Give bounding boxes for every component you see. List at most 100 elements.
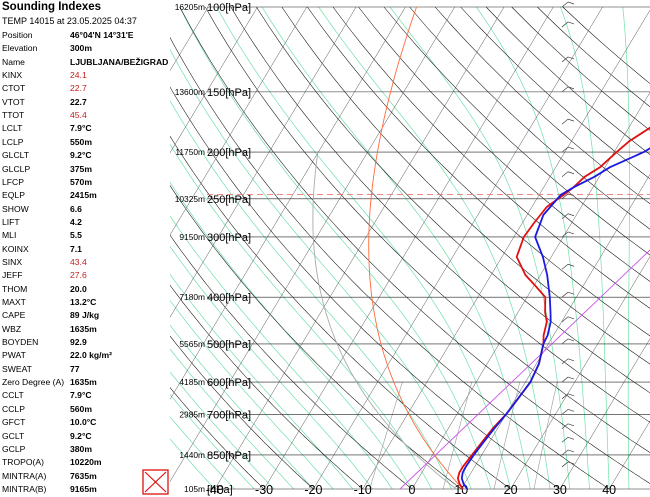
pressure-label: [hPa] [207, 484, 233, 496]
isotherm [411, 91, 650, 490]
index-value: 46°04'N 14°31'E [70, 30, 134, 40]
wind-barb [561, 376, 569, 383]
index-key: BOYDEN [2, 337, 39, 348]
wind-barb [567, 376, 575, 380]
index-key: THOM [2, 283, 28, 294]
index-value: LJUBLJANA/BEŽIGRAD [70, 56, 169, 67]
height-label: 2985m [179, 409, 205, 419]
index-key: Zero Degree (A) [2, 377, 65, 388]
index-key: VTOT [2, 96, 25, 107]
index-row: Zero Degree (A) 1635m [2, 377, 170, 390]
dry-adiabat [281, 6, 650, 365]
index-row: Name LJUBLJANA/BEŽIGRAD [2, 57, 170, 70]
dry-adiabat [256, 6, 650, 394]
index-row: BOYDEN 92.9 [2, 337, 170, 350]
wind-barb [567, 1, 575, 5]
mixing-ratio-line [493, 382, 521, 490]
wind-barb [561, 409, 569, 415]
mixing-ratio-line [369, 382, 403, 490]
x-tick-label: 20 [504, 483, 518, 497]
pressure-label: 700[hPa] [207, 409, 251, 421]
index-key: GFCT [2, 417, 26, 428]
index-value: 7.1 [70, 243, 82, 254]
pressure-label: 400[hPa] [207, 292, 251, 304]
dry-adiabat [230, 6, 650, 423]
index-key: CTOT [2, 83, 26, 94]
wind-barb [561, 56, 569, 63]
moist-adiabat [170, 416, 235, 490]
wind-barb [561, 213, 569, 220]
index-row: SWEAT 77 [2, 364, 170, 377]
index-key: SHOW [2, 203, 29, 214]
index-value: 22.7 [70, 96, 87, 107]
index-row: SHOW 6.6 [2, 204, 170, 217]
panel-title: Sounding Indexes [2, 1, 102, 13]
index-value: 89 J/kg [70, 310, 100, 321]
index-value: 43.4 [70, 256, 87, 267]
index-key: JEFF [2, 270, 23, 281]
index-value: 4.2 [70, 216, 82, 227]
index-value: 9.2°C [70, 430, 92, 441]
index-value: 550m [70, 136, 92, 147]
dry-adiabat [434, 6, 650, 205]
index-row: TROPO(A) 10220m [2, 457, 170, 470]
logo-icon [142, 469, 169, 495]
index-key: MINTRA(B) [2, 483, 47, 494]
moist-adiabat [261, 6, 531, 490]
index-value: 375m [70, 163, 92, 174]
wind-barb [567, 393, 575, 397]
moist-adiabat [318, 6, 551, 490]
index-row: GFCT 10.0°C [2, 417, 170, 430]
wind-barb [567, 193, 575, 197]
index-row: EQLP 2415m [2, 190, 170, 203]
isotherm [313, 6, 603, 490]
index-key: SWEAT [2, 363, 32, 374]
wind-barb [561, 1, 569, 8]
index-key: GCLP [2, 443, 26, 454]
index-value: 7635m [70, 470, 97, 481]
index-key: GLCLP [2, 163, 31, 174]
index-row: VTOT 22.7 [2, 97, 170, 110]
index-row: TTOT 45.4 [2, 110, 170, 123]
index-row: LIFT 4.2 [2, 217, 170, 230]
index-row: JEFF 27.6 [2, 270, 170, 283]
isotherm [559, 338, 650, 490]
index-key: GLCLT [2, 150, 30, 161]
wind-barb [561, 393, 569, 400]
index-row: GLCLP 375m [2, 164, 170, 177]
sounding-traces [312, 1, 650, 490]
x-tick-label: -10 [354, 483, 372, 497]
index-value: 300m [70, 43, 92, 54]
height-label: 105m [184, 484, 205, 494]
wind-barb [567, 86, 575, 90]
wind-barb [567, 461, 575, 465]
index-key: EQLP [2, 190, 25, 201]
wind-barb [567, 291, 575, 295]
moist-adiabat [389, 6, 571, 490]
chart-grid [170, 6, 650, 490]
index-key: Position [2, 30, 33, 40]
index-row: PWAT 22.0 kg/m² [2, 350, 170, 363]
index-row: GCLT 9.2°C [2, 431, 170, 444]
wind-barb [561, 338, 569, 345]
index-row: MINTRA(B) 9165m [2, 484, 170, 497]
index-row: Position 46°04'N 14°31'E [2, 30, 170, 43]
mixing-ratio-line [442, 382, 473, 490]
index-key: SINX [2, 256, 23, 267]
isotherm [170, 6, 455, 482]
index-row: Elevation 300m [2, 43, 170, 56]
index-key: PWAT [2, 350, 26, 361]
index-key: MLI [2, 230, 17, 241]
index-value: 13.2°C [70, 297, 97, 307]
pressure-label: 600[hPa] [207, 377, 251, 389]
dewpoint-line [460, 147, 650, 490]
index-row: MLI 5.5 [2, 230, 170, 243]
index-value: 9165m [70, 483, 97, 494]
index-value: 1635m [70, 377, 97, 388]
virtual-parcel-curve [312, 152, 457, 490]
index-row: WBZ 1635m [2, 324, 170, 337]
isotherm [263, 6, 554, 490]
moist-adiabat [476, 6, 590, 490]
sounding-indexes-panel: Sounding Indexes TEMP 14015 at 23.05.202… [0, 0, 170, 497]
index-row: KINX 24.1 [2, 70, 170, 83]
